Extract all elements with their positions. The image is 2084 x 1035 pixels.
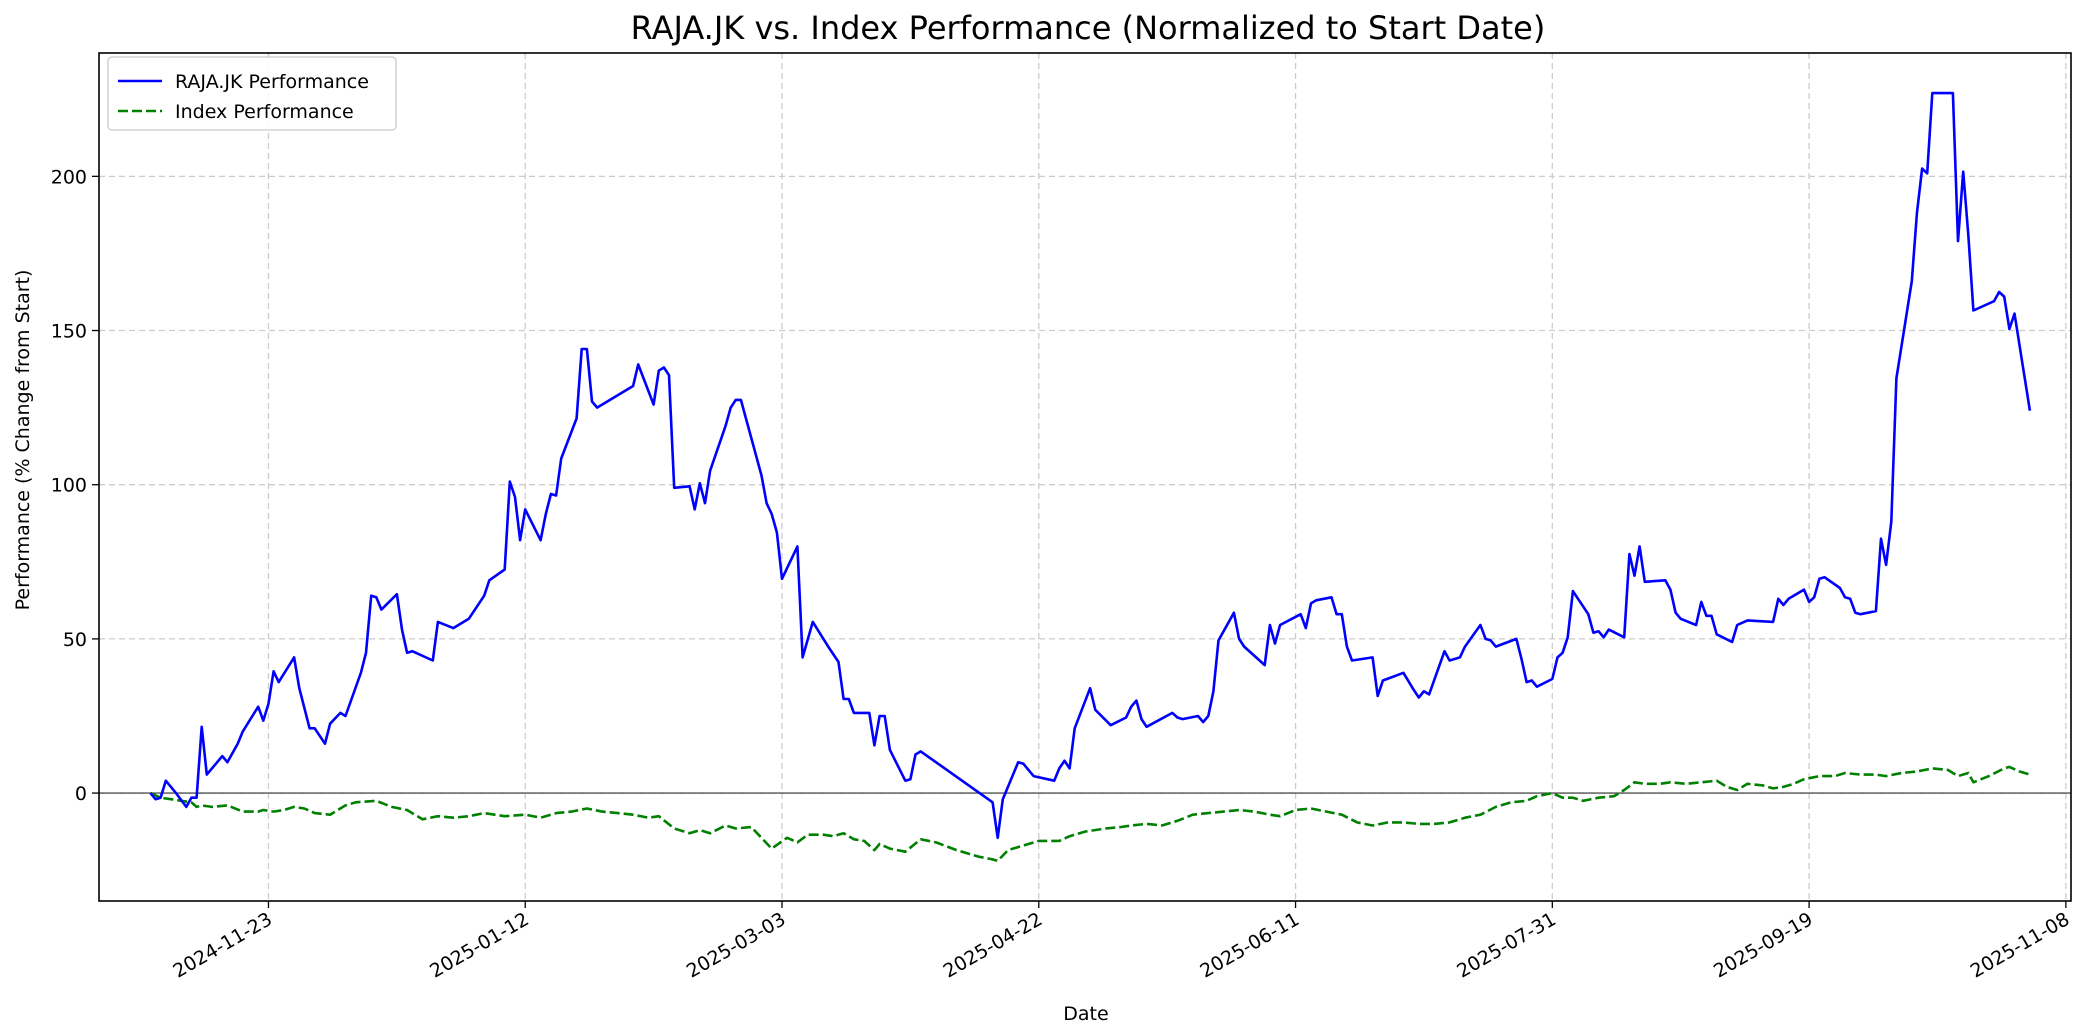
y-tick-label: 150	[51, 321, 87, 343]
y-tick-label: 200	[51, 166, 87, 188]
legend: RAJA.JK Performance Index Performance	[107, 56, 397, 131]
plot-area-frame	[98, 52, 2072, 902]
y-tick-label: 100	[51, 475, 87, 497]
chart-title: RAJA.JK vs. Index Performance (Normalize…	[631, 9, 1546, 47]
y-axis-ticks: 0 50 100 150 200	[51, 166, 99, 805]
x-axis-label: Date	[1063, 1003, 1108, 1025]
index-performance-line	[149, 765, 2031, 863]
series-lines	[149, 91, 2032, 863]
legend-box	[107, 56, 397, 131]
y-tick-label: 50	[63, 629, 87, 651]
raja-performance-line	[149, 91, 2032, 840]
legend-label-raja: RAJA.JK Performance	[175, 71, 369, 93]
y-tick-label: 0	[75, 783, 87, 805]
y-axis-label: Performance (% Change from Start)	[12, 270, 34, 611]
legend-label-index: Index Performance	[175, 101, 354, 123]
